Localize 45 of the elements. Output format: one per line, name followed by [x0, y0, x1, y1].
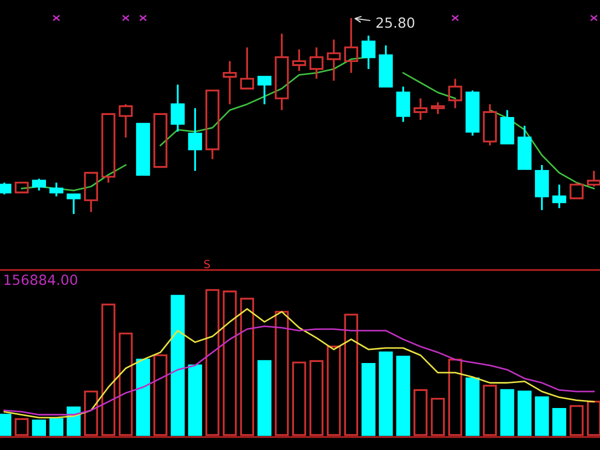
bar [136, 358, 150, 436]
bar [14, 418, 29, 436]
bar [240, 298, 254, 436]
candlestick [310, 46, 324, 80]
bar [586, 400, 600, 436]
bar [101, 304, 116, 436]
text: S [204, 260, 210, 268]
bar [292, 362, 306, 436]
bar [570, 405, 584, 436]
bar [257, 360, 272, 436]
candlestick [362, 34, 376, 70]
bar [430, 398, 445, 436]
candlestick [326, 38, 341, 82]
bar [414, 389, 428, 436]
bar [49, 418, 64, 436]
bar [534, 396, 549, 436]
text: 156884.00 [4, 274, 78, 286]
bar [32, 420, 46, 436]
bar [362, 363, 376, 436]
bar [118, 332, 133, 436]
candlestick [414, 97, 428, 121]
bar [448, 358, 462, 436]
bar [344, 314, 358, 436]
bar [482, 384, 497, 436]
bar [466, 378, 480, 436]
candlestick [188, 107, 202, 172]
candlestick [534, 164, 549, 211]
bar [326, 346, 341, 436]
bar [378, 351, 393, 436]
bar [222, 290, 237, 436]
bar [274, 310, 289, 436]
annotation: 25.80 [376, 17, 414, 28]
bar [188, 364, 202, 436]
bar [153, 354, 168, 436]
bar [205, 289, 220, 436]
bar [518, 390, 532, 436]
candlestick [274, 32, 289, 112]
bar [396, 356, 410, 436]
bar [170, 294, 185, 436]
bar [310, 360, 324, 436]
bar [84, 390, 98, 436]
candlestick [292, 48, 306, 72]
bar [500, 389, 514, 436]
candlestick [222, 60, 237, 106]
bar [552, 408, 566, 436]
